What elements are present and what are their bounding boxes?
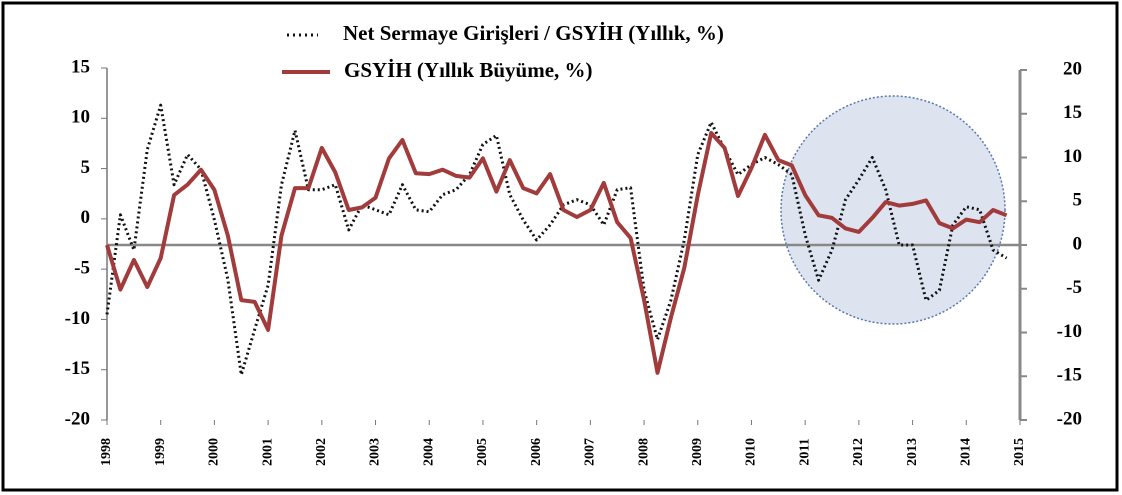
x-tick-label: 2003 bbox=[368, 438, 383, 466]
y2-tick-label: 10 bbox=[1063, 146, 1082, 167]
x-tick-label: 2009 bbox=[690, 438, 705, 466]
x-tick-label: 2015 bbox=[1012, 438, 1027, 466]
y-tick-label: 5 bbox=[81, 157, 91, 178]
x-tick-label: 2004 bbox=[421, 438, 436, 466]
x-tick-label: 2010 bbox=[744, 438, 759, 466]
y2-tick-label: 5 bbox=[1073, 190, 1083, 211]
y-tick-label: -20 bbox=[65, 408, 90, 429]
y2-tick-label: -10 bbox=[1057, 321, 1082, 342]
y-tick-label: 10 bbox=[71, 107, 90, 128]
legend-label: Net Sermaye Girişleri / GSYİH (Yıllık, %… bbox=[343, 21, 724, 45]
x-tick-label: 2012 bbox=[851, 438, 866, 466]
x-tick-label: 2002 bbox=[314, 438, 329, 466]
y2-tick-label: 20 bbox=[1063, 58, 1082, 79]
y-tick-label: 15 bbox=[71, 56, 90, 77]
x-tick-label: 2014 bbox=[959, 438, 974, 466]
y-tick-label: -5 bbox=[74, 258, 90, 279]
x-tick-label: 2008 bbox=[636, 438, 651, 466]
series-line bbox=[105, 131, 1008, 375]
x-tick-label: 2011 bbox=[797, 438, 812, 465]
series-line bbox=[105, 103, 1008, 377]
legend-label: GSYİH (Yıllık Büyüme, %) bbox=[344, 58, 593, 82]
y2-tick-label: -15 bbox=[1057, 365, 1082, 386]
x-tick-label: 1998 bbox=[99, 438, 114, 466]
x-tick-label: 2000 bbox=[207, 438, 222, 466]
y2-tick-label: -5 bbox=[1066, 277, 1082, 298]
x-tick-label: 1999 bbox=[153, 438, 168, 466]
x-tick-label: 2006 bbox=[529, 438, 544, 466]
y-tick-label: 0 bbox=[81, 207, 91, 228]
x-tick-label: 2005 bbox=[475, 438, 490, 466]
y-tick-label: -15 bbox=[65, 358, 90, 379]
highlight-circle bbox=[780, 95, 1006, 325]
y2-tick-label: 15 bbox=[1063, 102, 1082, 123]
x-tick-label: 2013 bbox=[905, 438, 920, 466]
y-tick-label: -10 bbox=[65, 308, 90, 329]
x-tick-label: 2001 bbox=[260, 438, 275, 466]
y2-tick-label: 0 bbox=[1073, 233, 1083, 254]
y2-tick-label: -20 bbox=[1057, 408, 1082, 429]
x-tick-label: 2007 bbox=[583, 438, 598, 466]
